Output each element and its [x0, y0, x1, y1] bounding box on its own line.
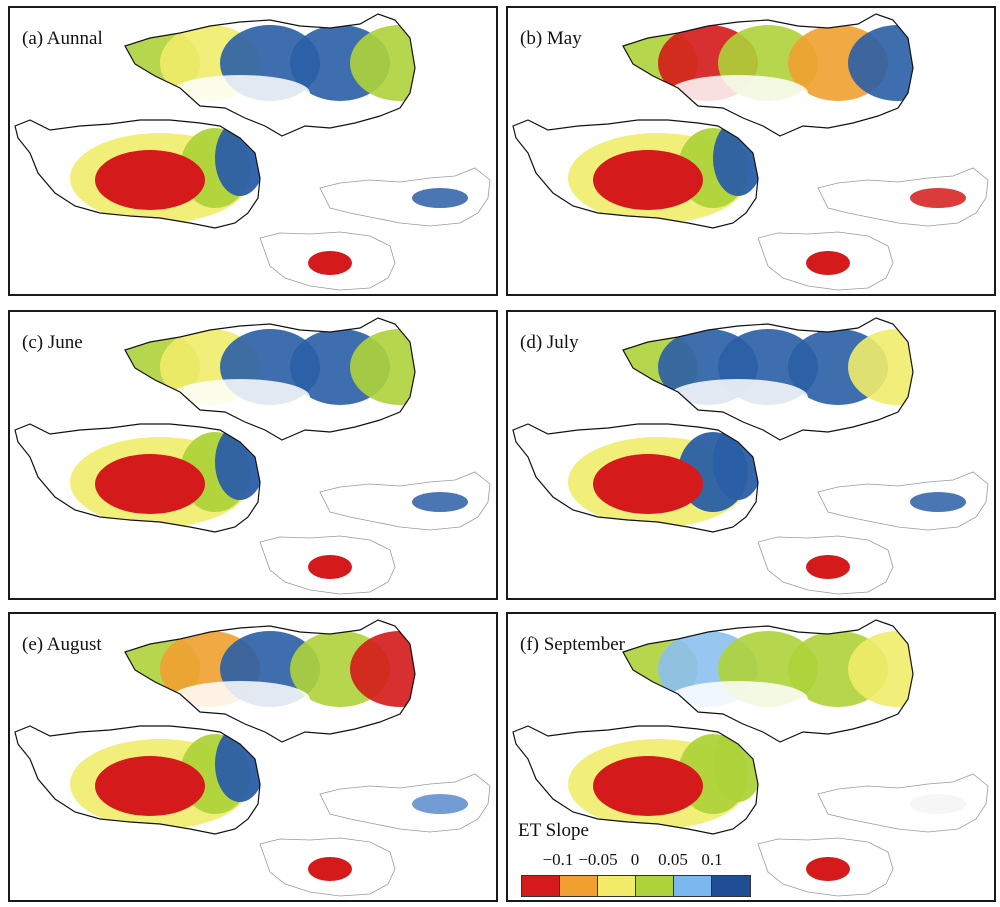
inset-south-patch [308, 251, 352, 275]
northern-region-map [125, 14, 415, 136]
north-boundary [622, 317, 914, 441]
map-panel-august: (e) August [8, 612, 498, 902]
inset-north-patch [910, 794, 966, 814]
tibetan-plateau-map [15, 726, 260, 834]
north-boundary [124, 317, 416, 441]
legend-ticks: −0.1 −0.05 0 0.05 0.1 [518, 850, 758, 870]
inset-north-patch [412, 794, 468, 814]
north-boundary [124, 619, 416, 743]
legend-swatch [636, 876, 674, 896]
north-value-patch [350, 631, 415, 707]
map-panel-may: (b) May [506, 6, 996, 296]
north-value-patch [848, 329, 913, 405]
inset-north-outline [817, 471, 989, 531]
map-canvas [14, 619, 491, 897]
legend-colorbar [521, 875, 751, 897]
north-value-patch [848, 25, 913, 101]
tibet-boundary [512, 423, 759, 533]
north-value-patch [350, 25, 415, 101]
panel-label: (d) July [520, 332, 579, 353]
inset-north-outline [817, 773, 989, 833]
panel-label: (a) Aunnal [22, 28, 103, 49]
inset-south-patch [806, 251, 850, 275]
legend-swatch [560, 876, 598, 896]
inset-south-patch [806, 857, 850, 881]
map-panel-september: (f) September [506, 612, 996, 902]
tibetan-plateau-map [15, 120, 260, 228]
legend-title: ET Slope [518, 820, 589, 841]
north-boundary [622, 13, 914, 137]
map-canvas [512, 317, 989, 595]
north-boundary [622, 619, 914, 743]
map-panel-july: (d) July [506, 310, 996, 600]
legend-tick: 0 [630, 850, 640, 869]
map-canvas [512, 13, 989, 291]
tibetan-plateau-map [513, 120, 758, 228]
inset-north-outline [319, 773, 491, 833]
tibetan-plateau-map [513, 726, 758, 834]
tibetan-plateau-map [15, 424, 260, 532]
panel-label: (c) June [22, 332, 83, 353]
legend-tick: −0.05 [578, 850, 618, 869]
inset-north-patch [412, 188, 468, 208]
map-canvas [512, 619, 989, 897]
tibet-boundary [512, 725, 759, 835]
northern-region-map [623, 620, 913, 742]
inset-south-patch [806, 555, 850, 579]
panel-label: (e) August [22, 634, 102, 655]
legend-swatch [712, 876, 750, 896]
inset-north-outline [319, 471, 491, 531]
north-value-patch [848, 631, 913, 707]
panel-label: (b) May [520, 28, 582, 49]
inset-north-patch [412, 492, 468, 512]
map-canvas [14, 13, 491, 291]
legend-tick: 0.1 [701, 850, 723, 869]
map-canvas [14, 317, 491, 595]
panel-label: (f) September [520, 634, 625, 655]
tibet-boundary [14, 119, 261, 229]
inset-south-patch [308, 857, 352, 881]
legend-swatch [674, 876, 712, 896]
legend-tick: 0.05 [658, 850, 688, 869]
inset-south-patch [308, 555, 352, 579]
tibetan-plateau-map [513, 424, 758, 532]
north-boundary [124, 13, 416, 137]
legend: ET Slope −0.1 −0.05 0 0.05 0.1 [518, 820, 758, 900]
map-panel-annual: (a) Aunnal [8, 6, 498, 296]
inset-north-outline [817, 167, 989, 227]
tibet-boundary [14, 423, 261, 533]
legend-tick: −0.1 [542, 850, 574, 869]
northern-region-map [125, 318, 415, 440]
inset-north-patch [910, 188, 966, 208]
legend-swatch [522, 876, 560, 896]
tibet-boundary [512, 119, 759, 229]
inset-north-outline [319, 167, 491, 227]
map-panel-june: (c) June [8, 310, 498, 600]
legend-swatch [598, 876, 636, 896]
north-value-patch [350, 329, 415, 405]
inset-north-patch [910, 492, 966, 512]
tibet-boundary [14, 725, 261, 835]
